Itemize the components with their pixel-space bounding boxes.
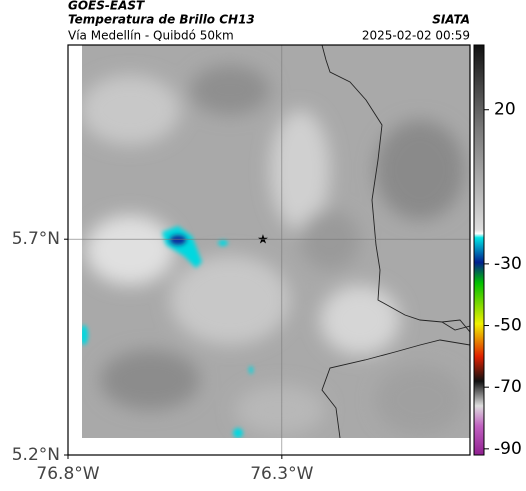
y-tick-label: 5.7°N — [12, 229, 60, 249]
colorbar-tick-label: -70 — [494, 377, 522, 397]
agency: SIATA — [432, 13, 470, 27]
title: Temperatura de Brillo CH13 — [68, 13, 255, 27]
map-frame — [67, 44, 471, 456]
colorbar-tick-label: 20 — [494, 100, 516, 120]
x-tick-label: 76.8°W — [36, 464, 99, 484]
subtitle: Vía Medellín - Quibdó 50km — [68, 29, 234, 43]
colorbar-tick-label: -30 — [494, 254, 522, 274]
x-tick-label: 76.3°W — [250, 464, 313, 484]
colorbar-tick-label: -50 — [494, 316, 522, 336]
satellite-image: ★ — [82, 45, 470, 438]
colorbar-tick-label: -90 — [494, 439, 522, 459]
colorbar — [473, 44, 485, 456]
source: GOES-EAST — [68, 0, 145, 13]
datetime: 2025-02-02 00:59 — [362, 29, 470, 43]
city-marker: ★ — [257, 233, 269, 248]
y-tick-label: 5.2°N — [12, 445, 60, 465]
